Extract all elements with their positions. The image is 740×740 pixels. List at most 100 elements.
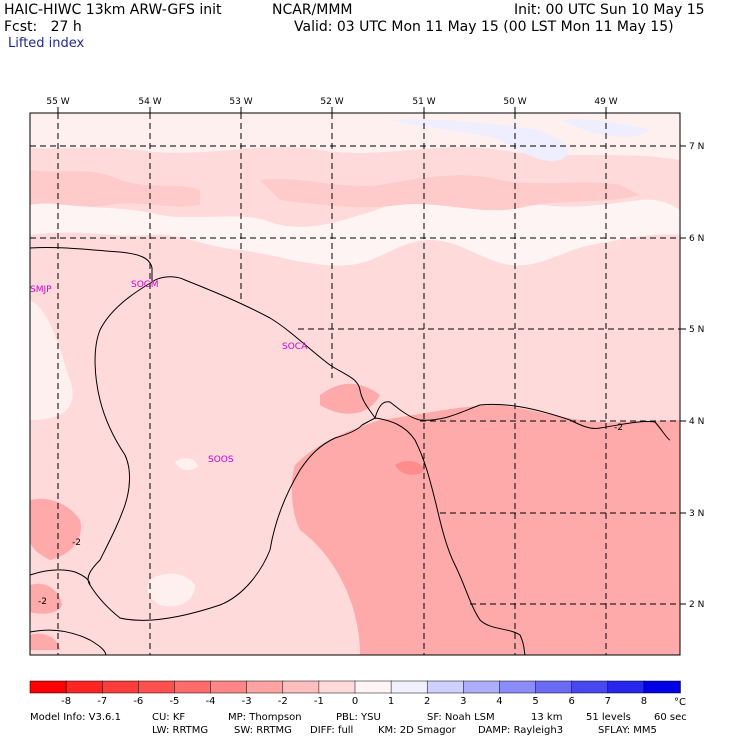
- pink-zone-2: [260, 175, 640, 211]
- footer-sw: SW: RRTMG: [234, 725, 292, 736]
- colorbar-tick-label: 8: [641, 696, 647, 707]
- coastline: [29, 246, 671, 441]
- light-blue-patch: [390, 119, 569, 161]
- lat-label-5n: 5 N: [689, 325, 704, 335]
- pale-blob-south: [147, 573, 195, 607]
- colorbar-swatch: [210, 680, 248, 694]
- footer-pbl: PBL: YSU: [336, 712, 381, 723]
- colorbar-swatch: [571, 680, 609, 694]
- colorbar-swatch: [499, 680, 537, 694]
- station-soca: SOCA: [282, 342, 308, 352]
- lon-label-55w: 55 W: [46, 97, 69, 107]
- light-blue-patch-2: [560, 119, 650, 137]
- lon-label-51w: 51 W: [412, 97, 435, 107]
- colorbar: [29, 680, 681, 694]
- colorbar-tick-label: 4: [496, 696, 502, 707]
- colorbar-swatch: [354, 680, 392, 694]
- lat-label-2n: 2 N: [689, 600, 704, 610]
- footer-damp: DAMP: Rayleigh3: [478, 725, 564, 736]
- station-sogm: SOGM: [131, 280, 159, 290]
- contour-label: -2: [72, 538, 81, 548]
- lat-label-7n: 7 N: [689, 142, 704, 152]
- colorbar-swatch: [174, 680, 212, 694]
- colorbar-tick-label: 0: [352, 696, 358, 707]
- colorbar-swatch: [246, 680, 284, 694]
- lat-label-4n: 4 N: [689, 417, 704, 427]
- colorbar-tick-label: -6: [133, 696, 143, 707]
- colorbar-tick-labels: -8 -7 -6 -5 -4 -3 -2 -1 0 1 2 3 4 5 6 7 8: [61, 696, 647, 707]
- deep-pink-patch: [320, 383, 380, 414]
- field-name: Lifted index: [8, 36, 85, 51]
- colorbar-swatch: [282, 680, 320, 694]
- footer-resolution: 13 km: [531, 712, 563, 723]
- footer-levels: 51 levels: [586, 712, 631, 723]
- lon-label-53w: 53 W: [229, 97, 252, 107]
- model-title: HAIC-HIWC 13km ARW-GFS init: [4, 2, 222, 18]
- colorbar-swatch: [607, 680, 645, 694]
- colorbar-swatch: [29, 680, 67, 694]
- colorbar-tick-label: -2: [278, 696, 288, 707]
- colorbar-swatch: [390, 680, 428, 694]
- colorbar-swatch: [318, 680, 356, 694]
- station-soos: SOOS: [208, 455, 234, 465]
- valid-time: Valid: 03 UTC Mon 11 May 15 (00 LST Mon …: [294, 19, 674, 35]
- colorbar-tick-label: 1: [388, 696, 394, 707]
- footer-mp: MP: Thompson: [228, 712, 302, 723]
- footer-sf: SF: Noah LSM: [427, 712, 495, 723]
- org-label: NCAR/MMM: [272, 2, 353, 18]
- border-guyana-suriname: [87, 281, 363, 621]
- footer-cu: CU: KF: [152, 712, 186, 723]
- footer-diff: DIFF: full: [310, 725, 354, 736]
- colorbar-tick-label: -1: [314, 696, 324, 707]
- graticule: [30, 113, 680, 655]
- colorbar-swatch: [643, 680, 681, 694]
- contour-label: -2: [614, 423, 623, 433]
- border-southwest: [29, 629, 107, 656]
- lon-label-54w: 54 W: [138, 97, 161, 107]
- west-deep-pink: [30, 498, 81, 560]
- west-deep-pink-2: [30, 583, 62, 614]
- lat-label-3n: 3 N: [689, 509, 704, 519]
- lat-label-6n: 6 N: [689, 234, 704, 244]
- colorbar-tick-label: 6: [568, 696, 574, 707]
- lon-label-50w: 50 W: [503, 97, 526, 107]
- lon-label-52w: 52 W: [320, 97, 343, 107]
- colorbar-swatch: [138, 680, 176, 694]
- lon-label-49w: 49 W: [594, 97, 617, 107]
- colorbar-tick-label: -5: [169, 696, 179, 707]
- colorbar-tick-label: 2: [424, 696, 430, 707]
- colorbar-tick-label: -7: [97, 696, 107, 707]
- contour-label: -2: [38, 597, 47, 607]
- map-frame: [29, 112, 681, 656]
- colorbar-tick-label: -8: [61, 696, 71, 707]
- top-ticks: [57, 107, 686, 605]
- pale-blob-mid: [175, 458, 198, 471]
- colorbar-unit: °C: [674, 697, 686, 708]
- footer-km: KM: 2D Smagor: [378, 725, 456, 736]
- footer-sflay: SFLAY: MM5: [598, 725, 657, 736]
- colorbar-tick-label: -3: [242, 696, 252, 707]
- footer-model-info: Model Info: V3.6.1: [30, 712, 121, 723]
- colorbar-tick-label: 3: [460, 696, 466, 707]
- colorbar-tick-label: 7: [605, 696, 611, 707]
- deep-pink-zone: [291, 405, 680, 655]
- footer-lw: LW: RRTMG: [152, 725, 209, 736]
- colorbar-swatch: [101, 680, 140, 694]
- colorbar-tick-label: -4: [206, 696, 216, 707]
- footer-timestep: 60 sec: [654, 712, 687, 723]
- red-patch: [395, 460, 425, 475]
- forecast-hour: Fcst: 27 h: [4, 19, 82, 35]
- border-west: [29, 569, 91, 586]
- west-deep-pink-3: [30, 633, 60, 650]
- pink-zone-1: [30, 170, 200, 207]
- colorbar-swatch: [65, 680, 103, 694]
- colorbar-swatch: [463, 680, 501, 694]
- border-suriname-fguiana: [361, 417, 526, 656]
- colorbar-tick-label: 5: [532, 696, 538, 707]
- pale-patch-west: [30, 300, 73, 420]
- colorbar-swatch: [426, 680, 465, 694]
- station-smjp: SMJP: [30, 285, 52, 295]
- init-time: Init: 00 UTC Sun 10 May 15: [514, 2, 705, 18]
- colorbar-swatch: [535, 680, 573, 694]
